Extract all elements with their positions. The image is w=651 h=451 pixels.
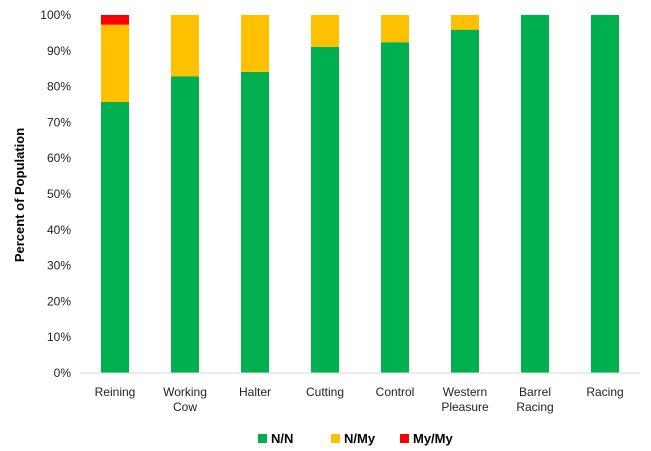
- y-tick-label: 50%: [47, 187, 71, 201]
- x-category-label-line: Halter: [239, 385, 271, 399]
- x-category-label: Racing: [586, 385, 623, 399]
- x-category-label-line: Working: [163, 385, 207, 399]
- x-category-label: Halter: [239, 385, 271, 399]
- legend-label: N/N: [271, 431, 293, 446]
- bar-segment-my-my: [101, 15, 129, 25]
- bar-segment-n-n: [101, 101, 129, 373]
- x-category-label-line: Reining: [95, 385, 136, 399]
- bar-segment-n-n: [171, 76, 199, 373]
- bar-segment-n-n: [451, 29, 479, 373]
- x-category-label-line: Western: [443, 385, 487, 399]
- y-tick-label: 80%: [47, 80, 71, 94]
- bar-segment-n-my: [241, 15, 269, 72]
- y-tick-label: 100%: [40, 8, 71, 22]
- y-tick-label: 70%: [47, 115, 71, 129]
- legend-label: N/My: [344, 431, 376, 446]
- x-category-label-line: Racing: [516, 400, 553, 414]
- x-category-label-line: Barrel: [519, 385, 551, 399]
- x-category-label: Working Cow: [163, 385, 207, 414]
- bar-segment-n-n: [311, 46, 339, 373]
- x-category-label: Reining: [95, 385, 136, 399]
- y-tick-label: 90%: [47, 44, 71, 58]
- bar-segment-n-n: [521, 15, 549, 373]
- bar-segment-n-my: [311, 15, 339, 47]
- y-tick-label: 60%: [47, 151, 71, 165]
- x-category-label-line: Pleasure: [441, 400, 489, 414]
- x-category-label: Cutting: [306, 385, 344, 399]
- bar-segment-n-n: [381, 42, 409, 373]
- legend-swatch: [331, 434, 340, 443]
- y-tick-label: 40%: [47, 223, 71, 237]
- y-tick-label: 0%: [54, 366, 72, 380]
- y-axis-ticks: 0% 10% 20% 30% 40% 50% 60% 70% 80% 90% 100%: [40, 8, 71, 380]
- x-category-label-line: Cow: [173, 400, 197, 414]
- bar-segment-n-my: [101, 24, 129, 102]
- y-tick-label: 10%: [47, 330, 71, 344]
- legend-swatch: [258, 434, 267, 443]
- y-axis-title-group: Percent of Population: [12, 128, 27, 262]
- bars: [101, 15, 619, 373]
- bar-segment-n-n: [241, 71, 269, 373]
- x-category-label: Barrel Racing: [516, 385, 553, 414]
- bar-segment-n-n: [591, 15, 619, 373]
- y-tick-label: 30%: [47, 259, 71, 273]
- legend: N/N N/My My/My: [258, 431, 454, 446]
- y-axis-title: Percent of Population: [12, 128, 27, 262]
- x-category-label: Control: [376, 385, 415, 399]
- x-category-label-line: Racing: [586, 385, 623, 399]
- legend-swatch: [400, 434, 409, 443]
- bar-segment-n-my: [381, 15, 409, 43]
- bar-segment-n-my: [171, 15, 199, 77]
- x-axis-labels: Reining Working Cow Halter Cutting Control Wes…: [95, 385, 624, 414]
- legend-label: My/My: [413, 431, 454, 446]
- x-category-label: Western Pleasure: [441, 385, 489, 414]
- bar-segment-n-my: [451, 15, 479, 30]
- x-category-label-line: Cutting: [306, 385, 344, 399]
- x-category-label-line: Control: [376, 385, 415, 399]
- y-tick-label: 20%: [47, 294, 71, 308]
